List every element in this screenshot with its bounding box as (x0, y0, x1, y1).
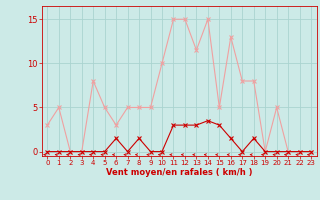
X-axis label: Vent moyen/en rafales ( km/h ): Vent moyen/en rafales ( km/h ) (106, 168, 252, 177)
